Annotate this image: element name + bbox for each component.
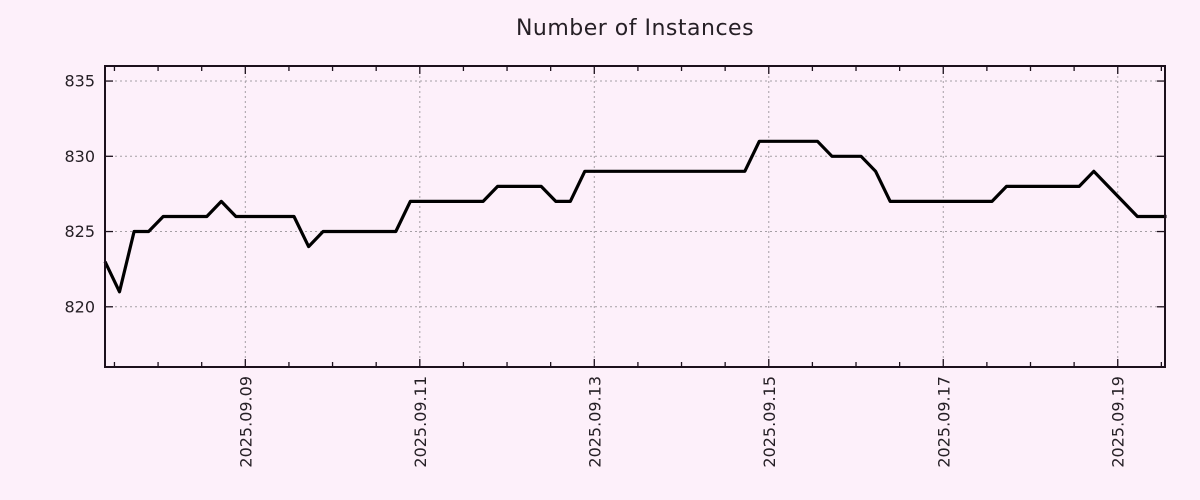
chart-title: Number of Instances [515, 16, 755, 41]
series-line [103, 139, 1167, 294]
y-tick-label: 820 [64, 297, 95, 316]
y-tick-label: 835 [64, 72, 95, 91]
x-tick-label: 2025.09.11 [411, 376, 430, 468]
x-tick-label: 2025.09.15 [760, 376, 779, 468]
x-tick-label: 2025.09.13 [585, 376, 604, 468]
tick-labels: 820 825 830 835 2025.09.09 2025.09.11 2025.09.… [64, 72, 1127, 468]
x-tick-label: 2025.09.09 [236, 376, 255, 468]
x-tick-label: 2025.09.17 [934, 376, 953, 468]
y-tick-label: 830 [64, 147, 95, 166]
x-tick-label: 2025.09.19 [1109, 376, 1128, 468]
plot-border [104, 65, 1166, 368]
gridlines [105, 66, 1165, 367]
y-tick-label: 825 [64, 222, 95, 241]
